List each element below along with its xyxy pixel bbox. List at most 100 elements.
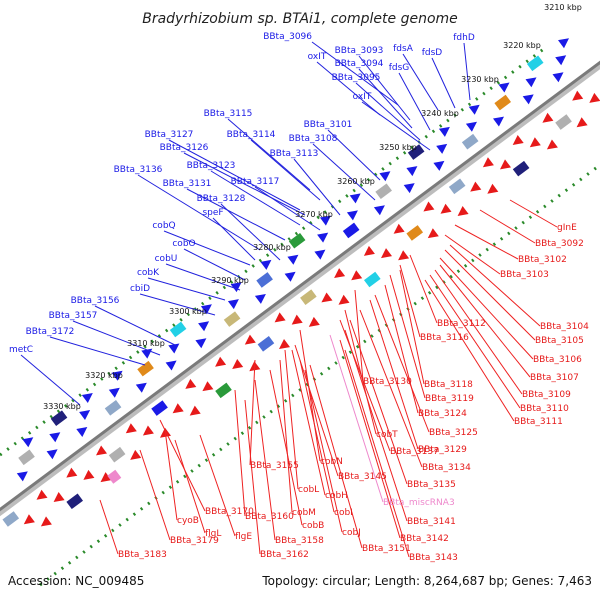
gene-label-reverse: BBta_3112 [437, 319, 486, 329]
reverse-gene-arrow [83, 469, 95, 480]
reverse-gene-arrow [393, 223, 405, 234]
reverse-gene-arrow [572, 90, 584, 101]
forward-gene-arrow [168, 343, 180, 354]
kbp-mark: 3330 kbp [43, 402, 81, 411]
reverse-gene-arrow [142, 425, 154, 436]
forward-gene-arrow [406, 166, 418, 177]
gene-block [169, 321, 187, 338]
gene-label-forward: cobK [137, 268, 160, 278]
reverse-gene-arrow [40, 516, 52, 527]
reverse-gene-arrow [512, 135, 524, 145]
gene-block [107, 469, 122, 484]
reverse-gene-arrow [398, 250, 410, 261]
topology-label: Topology: circular; Length: 8,264,687 bp… [261, 574, 592, 588]
forward-gene-arrow [200, 304, 212, 315]
gene-label-reverse: BBta_3141 [407, 517, 456, 527]
leader-line [358, 68, 413, 129]
gene-block [461, 133, 479, 150]
gene-label-forward: BBta_3126 [160, 143, 209, 153]
leader-line [72, 320, 161, 356]
leader-line [147, 277, 226, 301]
genome-backbone-shadow [0, 61, 600, 517]
gene-block [257, 336, 275, 352]
forward-gene-arrow [111, 370, 123, 381]
reverse-gene-arrow [351, 270, 363, 281]
leader-line [389, 274, 426, 399]
leader-line [361, 101, 431, 151]
leader-line [399, 269, 425, 385]
leader-line [199, 434, 236, 537]
leader-line [234, 389, 246, 517]
kbp-mark: 3240 kbp [421, 109, 459, 118]
leader-line [227, 118, 311, 191]
gene-label-reverse: BBta_3160 [245, 512, 294, 522]
leader-line [159, 419, 206, 512]
gene-block [555, 114, 572, 130]
kbp-mark: 3280 kbp [253, 243, 291, 252]
leader-line [254, 379, 276, 541]
forward-gene-arrow [522, 94, 534, 105]
leader-line [344, 349, 410, 558]
gene-label-forward: BBta_3117 [231, 177, 280, 187]
gene-block [256, 272, 273, 288]
reverse-gene-arrow [542, 112, 554, 123]
kbp-mark: 3300 kbp [169, 307, 207, 316]
reverse-gene-arrow [189, 405, 201, 416]
accession-label: Accession: NC_009485 [8, 574, 144, 588]
reverse-gene-arrow [215, 356, 227, 367]
gene-block [406, 225, 424, 241]
reverse-gene-arrow [338, 294, 350, 305]
kbp-mark: 3220 kbp [503, 41, 541, 50]
leader-line [183, 152, 306, 216]
gene-label-forward: BBta_3136 [114, 165, 163, 175]
leader-line [439, 257, 534, 360]
reverse-gene-arrow [172, 403, 184, 414]
reverse-gene-arrow [321, 292, 333, 303]
leader-line [168, 139, 301, 211]
forward-gene-arrow [433, 160, 445, 171]
gene-label-reverse: BBta_3119 [425, 394, 474, 404]
gene-label-reverse: BBta_miscRNA3 [383, 498, 455, 508]
forward-gene-arrow [81, 393, 93, 403]
gene-label-forward: BBta_3127 [145, 130, 194, 140]
leader-line [49, 336, 146, 366]
forward-gene-arrow [260, 259, 272, 270]
gene-label-reverse: BBta_3130 [363, 377, 412, 387]
gene-label-reverse: gInE [557, 223, 577, 233]
forward-gene-arrow [198, 321, 210, 332]
leader-line [359, 309, 423, 468]
leader-line [384, 284, 419, 414]
reverse-gene-arrow [96, 445, 107, 456]
gene-block [288, 232, 306, 249]
gene-label-reverse: BBta_3102 [518, 255, 567, 265]
gene-label-forward: BBta_3096 [263, 32, 312, 42]
leader-line [434, 269, 523, 395]
gene-label-reverse: BBta_3158 [275, 536, 324, 546]
gene-label-forward: BBta_3094 [335, 59, 384, 69]
kbp-mark: 3230 kbp [461, 75, 499, 84]
leader-line [299, 329, 321, 462]
leader-line [249, 359, 256, 466]
forward-gene-arrow [317, 232, 329, 243]
gene-block [448, 178, 466, 195]
gene-block [2, 511, 20, 527]
gene-label-reverse: BBta_3109 [522, 390, 571, 400]
gene-label-reverse: BBta_3118 [424, 380, 473, 390]
kbp-scale-labels: 3210 kbp 3220 kbp 3230 kbp 3240 kbp 3250 kbp… [43, 3, 582, 411]
leader-line [94, 305, 176, 346]
leader-line [220, 203, 281, 261]
forward-gene-arrow [403, 183, 415, 194]
feature-layer [2, 38, 600, 527]
gene-label-reverse: BBta_3103 [500, 270, 549, 280]
forward-gene-arrow [135, 382, 147, 393]
leader-line [244, 399, 261, 555]
gene-block [223, 311, 241, 327]
gene-block [526, 55, 544, 72]
reverse-gene-arrow [274, 312, 286, 323]
forward-gene-arrow [165, 360, 177, 371]
reverse-gene-arrow [457, 206, 469, 216]
leader-line [210, 170, 301, 226]
leader-line [399, 264, 421, 338]
gene-label-forward: speF [202, 208, 223, 218]
